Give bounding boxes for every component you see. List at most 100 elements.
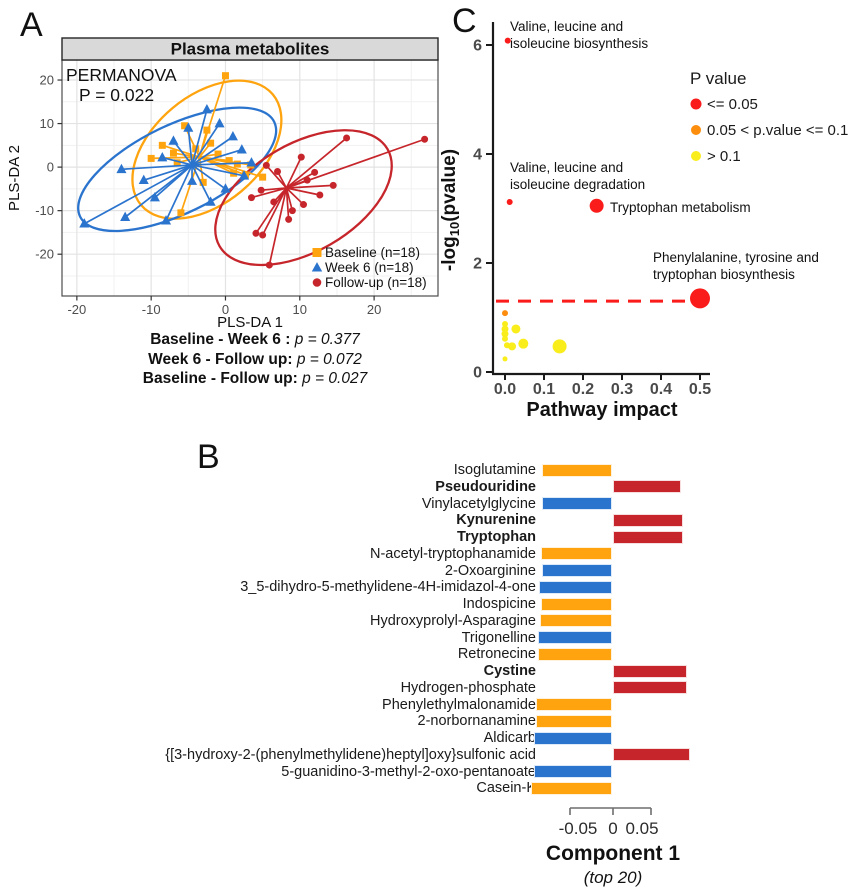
- triangle-marker: [183, 122, 194, 132]
- metabolite-label: 5-guanidino-3-methyl-2-oxo-pentanoate: [281, 763, 536, 780]
- spider-line: [121, 164, 193, 171]
- loading-bar: [613, 480, 681, 494]
- legend-title: P value: [690, 69, 746, 88]
- square-marker: [214, 150, 222, 158]
- x-tick-label: 20: [367, 302, 381, 317]
- legend-dot-icon: [691, 151, 701, 161]
- legend-square-icon: [312, 248, 322, 257]
- pathway-point: [690, 288, 710, 309]
- pathway-label: isoleucine degradation: [510, 177, 645, 192]
- x-tick-label: 0.1: [533, 381, 555, 398]
- triangle-marker: [149, 192, 160, 202]
- y-tick-label: 0: [47, 160, 54, 175]
- x-tick-label: 0.4: [650, 381, 672, 398]
- x-tick-label: 0.0: [494, 381, 516, 398]
- spider-line: [251, 187, 287, 199]
- legend-item: > 0.1: [691, 148, 741, 165]
- legend-dot-icon: [690, 98, 702, 110]
- loading-bar: [613, 513, 684, 527]
- permanova-text: PERMANOVA: [66, 65, 177, 85]
- comparison-line: Week 6 - Follow up: p = 0.072: [60, 350, 450, 370]
- loading-bar: [540, 547, 612, 561]
- pathway-point: [502, 356, 508, 362]
- pathway-point: [518, 338, 529, 349]
- pvalue-legend: P value <= 0.05 0.05 < p.value <= 0.1 > 0.1: [690, 69, 848, 165]
- spider-line: [265, 164, 288, 189]
- square-marker: [181, 122, 189, 130]
- loading-bar: [613, 681, 688, 695]
- comparison-pvalue: p = 0.072: [296, 350, 362, 368]
- x-axis-title: Pathway impact: [526, 399, 678, 421]
- spider-line: [285, 156, 303, 189]
- metabolite-label: Isoglutamine: [453, 462, 536, 478]
- panel-b-letter: B: [197, 438, 220, 476]
- circle-marker: [343, 134, 351, 142]
- axis-tick-label: -0.05: [559, 819, 598, 838]
- square-marker: [147, 154, 155, 162]
- pls-da-plot: -20 -10 0 10 20 -20 -10 0 10 20 PLS-DA 1 PLS-DA 2 Pl…: [6, 37, 439, 331]
- circle-marker: [311, 168, 319, 176]
- spider-line: [261, 187, 288, 236]
- pathway-point: [508, 342, 517, 351]
- comparison-pvalue: p = 0.027: [302, 370, 368, 387]
- loading-bar: [540, 597, 612, 611]
- metabolite-label: 2-norbornanamine: [417, 713, 537, 730]
- triangle-marker: [214, 117, 225, 128]
- circle-marker: [265, 261, 273, 269]
- circle-marker: [285, 215, 293, 223]
- y-tick-label: 10: [40, 116, 54, 131]
- legend-dot-icon: [691, 125, 701, 135]
- metabolite-label: N-acetyl-tryptophanamide: [369, 545, 536, 562]
- legend-item-circle: Follow-up (n=18): [312, 275, 427, 290]
- circle-marker: [329, 181, 337, 189]
- loading-bar: [613, 748, 690, 762]
- triangle-marker: [205, 196, 216, 206]
- pathway-point: [589, 198, 604, 213]
- spider-line: [191, 164, 245, 177]
- metabolite-label: Kynurenine: [456, 512, 536, 529]
- triangle-marker: [227, 131, 238, 141]
- x-tick-label: 0.5: [689, 381, 711, 398]
- y-axis-title: PLS-DA 2: [6, 145, 23, 211]
- legend-item-triangle: Week 6 (n=18): [311, 260, 414, 275]
- pathway-point: [511, 324, 521, 334]
- comparison-sep: :: [287, 350, 297, 368]
- triangle-marker: [168, 135, 179, 145]
- spider-line: [268, 187, 288, 266]
- loading-bar: [542, 463, 612, 477]
- axis-tick-label: 0: [608, 819, 617, 838]
- metabolite-label: Aldicarb: [483, 730, 536, 747]
- x-axis-title: PLS-DA 1: [217, 314, 283, 331]
- y-tick-label: 2: [473, 256, 482, 273]
- circle-marker: [421, 135, 429, 143]
- triangle-marker: [246, 157, 257, 167]
- loading-bar: [536, 698, 612, 712]
- pathway-impact-plot: 0.0 0.1 0.2 0.3 0.4 0.5 0 2 4 6 Valine, leucine an…: [440, 19, 848, 421]
- pathway-point: [506, 198, 513, 205]
- loading-bar: [542, 497, 612, 511]
- square-marker: [259, 173, 267, 181]
- metabolite-label: Hydrogen-phosphate: [400, 679, 536, 696]
- legend-label: > 0.1: [707, 148, 741, 165]
- spider-line: [191, 164, 212, 203]
- metabolite-label: Trigonelline: [461, 629, 536, 646]
- legend-label: Baseline (n=18): [325, 245, 420, 260]
- metabolite-label: Indospicine: [462, 596, 536, 613]
- square-marker: [221, 72, 229, 80]
- metabolite-label: 3_5-dihydro-5-methylidene-4H-imidazol-4-…: [240, 579, 536, 596]
- metabolite-label: {[3-hydroxy-2-(phenylmethylidene)heptyl]…: [165, 746, 536, 763]
- square-marker: [207, 139, 215, 147]
- legend-label: Follow-up (n=18): [325, 275, 427, 290]
- metabolite-label: Vinylacetylglycine: [421, 495, 536, 512]
- pathway-label: Valine, leucine and: [510, 160, 623, 175]
- metabolite-label: Retronecine: [457, 646, 536, 663]
- triangle-marker: [186, 175, 198, 185]
- pathway-label: Valine, leucine and: [510, 19, 623, 34]
- loading-bar: [539, 580, 612, 594]
- title-strip: [61, 37, 439, 61]
- y-tick-label: 4: [473, 147, 482, 164]
- legend-circle-icon: [312, 278, 322, 287]
- loading-bar: [533, 765, 612, 779]
- triangle-marker: [160, 215, 172, 225]
